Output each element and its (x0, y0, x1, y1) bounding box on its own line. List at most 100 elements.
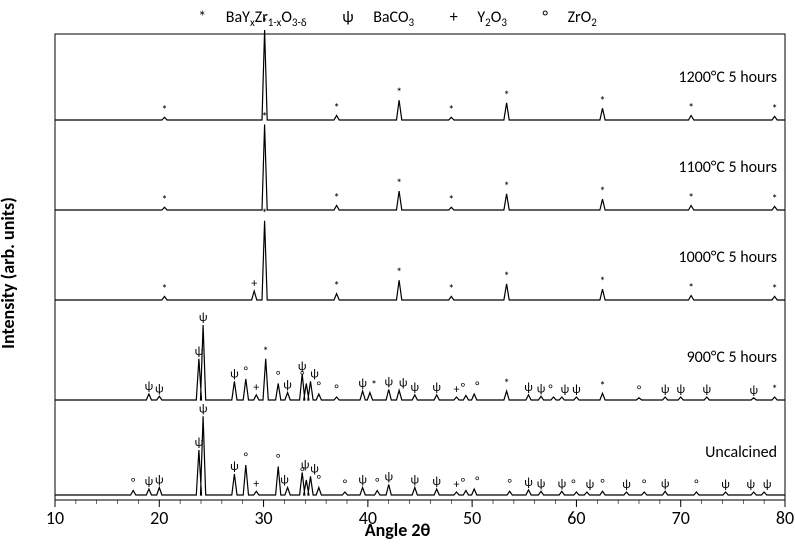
svg-text:+: + (454, 478, 460, 492)
legend-text: Y2O3 (477, 8, 507, 27)
svg-text:°: ° (300, 466, 304, 480)
svg-text:ψ: ψ (432, 381, 441, 395)
svg-text:°: ° (343, 478, 347, 492)
svg-text:1100°C 5 hours: 1100°C 5 hours (678, 158, 777, 177)
svg-text:ψ: ψ (283, 379, 292, 393)
svg-text:ψ: ψ (384, 376, 393, 390)
svg-text:ψ: ψ (399, 376, 408, 390)
legend-item: ° ZrO2 (535, 8, 605, 27)
svg-text:°: ° (131, 477, 135, 491)
svg-text:°: ° (461, 382, 465, 396)
svg-text:ψ: ψ (676, 383, 685, 397)
svg-text:°: ° (276, 453, 280, 467)
svg-text:*: * (504, 89, 510, 103)
svg-text:ψ: ψ (145, 475, 154, 489)
svg-text:ψ: ψ (145, 380, 154, 394)
svg-text:ψ: ψ (195, 436, 204, 450)
svg-text:*: * (448, 103, 454, 117)
svg-text:°: ° (317, 474, 321, 488)
svg-text:Uncalcined: Uncalcined (705, 443, 777, 462)
legend-item: * BaYxZr1-xO3-δ (190, 8, 314, 27)
svg-text:*: * (334, 192, 340, 206)
legend-item: + Y2O3 (442, 8, 515, 27)
svg-text:*: * (688, 282, 694, 296)
svg-text:*: * (396, 86, 402, 100)
svg-text:1000°C 5 hours: 1000°C 5 hours (678, 248, 777, 267)
svg-text:10: 10 (46, 507, 64, 529)
svg-text:*: * (600, 275, 606, 289)
xrd-chart: Intensity (arb. units) Angle 2θ * BaYxZr… (0, 0, 795, 545)
legend-text: BaCO3 (373, 8, 414, 27)
svg-text:°: ° (508, 477, 512, 491)
svg-text:ψ: ψ (661, 477, 670, 491)
svg-text:60: 60 (567, 507, 585, 529)
svg-text:°: ° (548, 383, 552, 397)
svg-text:ψ: ψ (155, 382, 164, 396)
svg-text:ψ: ψ (230, 367, 239, 381)
svg-text:°: ° (335, 383, 339, 397)
legend-item: ψ BaCO3 (334, 8, 422, 27)
svg-text:ψ: ψ (358, 474, 367, 488)
svg-text:ψ: ψ (746, 478, 755, 492)
svg-text:70: 70 (672, 507, 690, 529)
svg-text:ψ: ψ (703, 383, 712, 397)
legend: * BaYxZr1-xO3-δ ψ BaCO3 + Y2O3 ° ZrO2 (0, 8, 795, 29)
svg-text:ψ: ψ (195, 345, 204, 359)
svg-text:ψ: ψ (561, 383, 570, 397)
svg-text:+: + (253, 381, 259, 395)
svg-text:ψ: ψ (280, 474, 289, 488)
svg-text:*: * (504, 270, 510, 284)
svg-text:+: + (253, 477, 259, 491)
svg-text:*: * (772, 383, 778, 397)
svg-text:*: * (334, 280, 340, 294)
svg-text:*: * (600, 185, 606, 199)
svg-text:20: 20 (150, 507, 168, 529)
svg-text:°: ° (475, 475, 479, 489)
svg-text:ψ: ψ (622, 478, 631, 492)
svg-text:°: ° (300, 370, 304, 384)
svg-text:*: * (772, 192, 778, 206)
svg-text:*: * (371, 379, 377, 393)
svg-text:ψ: ψ (763, 478, 772, 492)
svg-text:+: + (454, 383, 460, 397)
svg-text:*: * (600, 94, 606, 108)
svg-text:°: ° (571, 478, 575, 492)
svg-text:ψ: ψ (155, 474, 164, 488)
svg-text:ψ: ψ (411, 474, 420, 488)
svg-text:*: * (334, 102, 340, 116)
svg-text:ψ: ψ (537, 382, 546, 396)
svg-text:*: * (396, 177, 402, 191)
svg-text:°: ° (461, 477, 465, 491)
svg-text:*: * (448, 193, 454, 207)
svg-text:ψ: ψ (524, 381, 533, 395)
svg-text:*: * (504, 180, 510, 194)
svg-text:°: ° (244, 365, 248, 379)
svg-text:*: * (262, 111, 268, 125)
svg-text:ψ: ψ (749, 384, 758, 398)
svg-text:ψ: ψ (537, 477, 546, 491)
svg-text:°: ° (244, 451, 248, 465)
svg-text:ψ: ψ (572, 383, 581, 397)
svg-text:ψ: ψ (358, 377, 367, 391)
svg-text:ψ: ψ (199, 311, 208, 325)
svg-text:°: ° (694, 478, 698, 492)
svg-text:*: * (448, 282, 454, 296)
svg-text:ψ: ψ (586, 478, 595, 492)
y-axis-label: Intensity (arb. units) (0, 197, 19, 349)
svg-text:*: * (162, 193, 168, 207)
svg-text:*: * (600, 379, 606, 393)
svg-text:ψ: ψ (721, 478, 730, 492)
svg-text:°: ° (276, 370, 280, 384)
svg-text:80: 80 (776, 507, 794, 529)
svg-text:ψ: ψ (230, 460, 239, 474)
svg-text:ψ: ψ (558, 477, 567, 491)
svg-text:*: * (688, 192, 694, 206)
chart-canvas: 1020304050607080*********1200°C 5 hours*… (0, 0, 795, 545)
svg-text:*: * (688, 102, 694, 116)
svg-text:ψ: ψ (432, 475, 441, 489)
svg-text:*: * (162, 282, 168, 296)
svg-text:50: 50 (463, 507, 481, 529)
svg-text:*: * (772, 102, 778, 116)
svg-text:ψ: ψ (524, 476, 533, 490)
svg-text:°: ° (375, 477, 379, 491)
